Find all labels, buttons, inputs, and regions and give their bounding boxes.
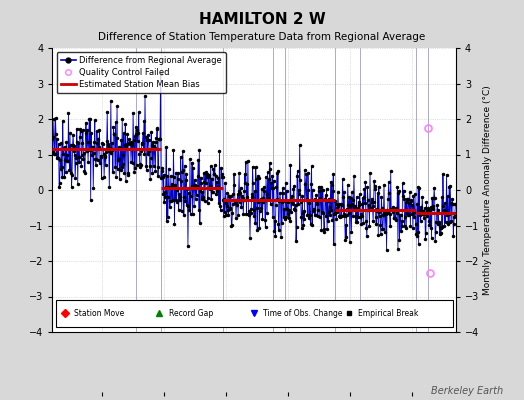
Bar xyxy=(56,300,453,327)
Text: Berkeley Earth: Berkeley Earth xyxy=(431,386,503,396)
Text: HAMILTON 2 W: HAMILTON 2 W xyxy=(199,12,325,27)
Y-axis label: Monthly Temperature Anomaly Difference (°C): Monthly Temperature Anomaly Difference (… xyxy=(484,85,493,295)
Text: Difference of Station Temperature Data from Regional Average: Difference of Station Temperature Data f… xyxy=(99,32,425,42)
Text: Empirical Break: Empirical Break xyxy=(358,309,419,318)
Text: Station Move: Station Move xyxy=(74,309,124,318)
Text: Record Gap: Record Gap xyxy=(169,309,213,318)
Legend: Difference from Regional Average, Quality Control Failed, Estimated Station Mean: Difference from Regional Average, Qualit… xyxy=(57,52,226,93)
Text: Time of Obs. Change: Time of Obs. Change xyxy=(264,309,343,318)
